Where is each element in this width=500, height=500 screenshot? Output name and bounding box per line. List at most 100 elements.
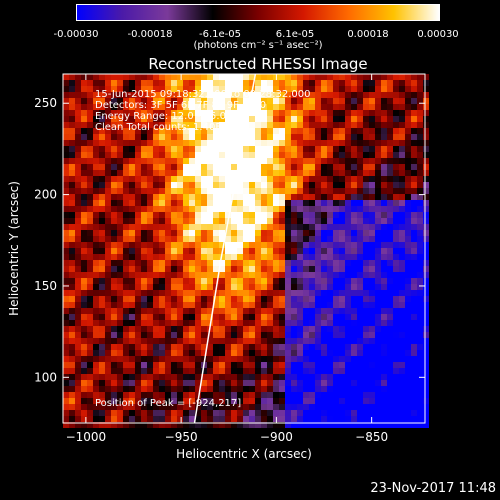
heatmap-cell [237, 176, 243, 182]
heatmap-cell [375, 290, 381, 296]
heatmap-cell [63, 356, 69, 362]
heatmap-cell [297, 236, 303, 242]
heatmap-cell [297, 302, 303, 308]
heatmap-cell [291, 236, 297, 242]
heatmap-cell [81, 152, 87, 158]
heatmap-cell [417, 422, 423, 428]
heatmap-cell [93, 320, 99, 326]
heatmap-cell [237, 134, 243, 140]
heatmap-cell [321, 242, 327, 248]
heatmap-cell [291, 302, 297, 308]
heatmap-cell [357, 410, 363, 416]
heatmap-cell [237, 248, 243, 254]
heatmap-cell [99, 188, 105, 194]
heatmap-cell [381, 80, 387, 86]
heatmap-cell [261, 158, 267, 164]
heatmap-cell [387, 296, 393, 302]
heatmap-cell [183, 410, 189, 416]
heatmap-cell [393, 134, 399, 140]
heatmap-cell [171, 308, 177, 314]
heatmap-cell [201, 242, 207, 248]
heatmap-cell [303, 236, 309, 242]
heatmap-cell [273, 176, 279, 182]
heatmap-cell [207, 356, 213, 362]
heatmap-cell [327, 188, 333, 194]
heatmap-cell [417, 410, 423, 416]
heatmap-cell [387, 200, 393, 206]
heatmap-cell [225, 404, 231, 410]
heatmap-cell [231, 266, 237, 272]
heatmap-cell [249, 200, 255, 206]
heatmap-cell [225, 254, 231, 260]
heatmap-cell [321, 392, 327, 398]
heatmap-cell [87, 380, 93, 386]
heatmap-cell [117, 86, 123, 92]
y-axis-label: Heliocentric Y (arcsec) [7, 181, 21, 316]
heatmap-cell [183, 278, 189, 284]
heatmap-cell [189, 356, 195, 362]
heatmap-cell [141, 182, 147, 188]
heatmap-cell [111, 374, 117, 380]
heatmap-cell [93, 110, 99, 116]
heatmap-cell [87, 314, 93, 320]
heatmap-cell [207, 152, 213, 158]
heatmap-cell [225, 182, 231, 188]
heatmap-cell [321, 332, 327, 338]
heatmap-cell [75, 392, 81, 398]
heatmap-cell [171, 146, 177, 152]
heatmap-cell [345, 332, 351, 338]
heatmap-cell [171, 182, 177, 188]
heatmap-cell [69, 350, 75, 356]
heatmap-cell [225, 302, 231, 308]
heatmap-cell [333, 86, 339, 92]
heatmap-cell [159, 326, 165, 332]
heatmap-cell [291, 146, 297, 152]
heatmap-cell [81, 128, 87, 134]
heatmap-cell [393, 302, 399, 308]
heatmap-cell [123, 254, 129, 260]
heatmap-cell [405, 128, 411, 134]
heatmap-cell [249, 392, 255, 398]
heatmap-cell [159, 266, 165, 272]
heatmap-cell [255, 248, 261, 254]
heatmap-cell [153, 170, 159, 176]
heatmap-cell [189, 362, 195, 368]
heatmap-cell [63, 200, 69, 206]
heatmap-cell [159, 398, 165, 404]
heatmap-cell [423, 104, 429, 110]
heatmap-cell [411, 224, 417, 230]
heatmap-cell [99, 308, 105, 314]
heatmap-cell [369, 392, 375, 398]
heatmap-cell [105, 422, 111, 428]
heatmap-cell [423, 182, 429, 188]
heatmap-cell [249, 128, 255, 134]
heatmap-cell [165, 242, 171, 248]
heatmap-cell [177, 194, 183, 200]
heatmap-cell [387, 212, 393, 218]
heatmap-cell [387, 290, 393, 296]
heatmap-cell [411, 338, 417, 344]
heatmap-cell [177, 74, 183, 80]
heatmap-cell [141, 278, 147, 284]
heatmap-cell [231, 134, 237, 140]
heatmap-cell [297, 278, 303, 284]
heatmap-cell [279, 122, 285, 128]
heatmap-cell [105, 104, 111, 110]
heatmap-cell [261, 386, 267, 392]
heatmap-cell [261, 104, 267, 110]
heatmap-cell [171, 380, 177, 386]
heatmap-cell [357, 218, 363, 224]
heatmap-cell [141, 314, 147, 320]
heatmap-cell [255, 266, 261, 272]
heatmap-cell [423, 410, 429, 416]
heatmap-cell [195, 188, 201, 194]
heatmap-cell [297, 74, 303, 80]
heatmap-cell [111, 200, 117, 206]
heatmap-cell [81, 164, 87, 170]
heatmap-cell [111, 134, 117, 140]
heatmap-cell [201, 356, 207, 362]
heatmap-cell [231, 230, 237, 236]
heatmap-cell [309, 80, 315, 86]
heatmap-cell [165, 224, 171, 230]
heatmap-cell [297, 158, 303, 164]
